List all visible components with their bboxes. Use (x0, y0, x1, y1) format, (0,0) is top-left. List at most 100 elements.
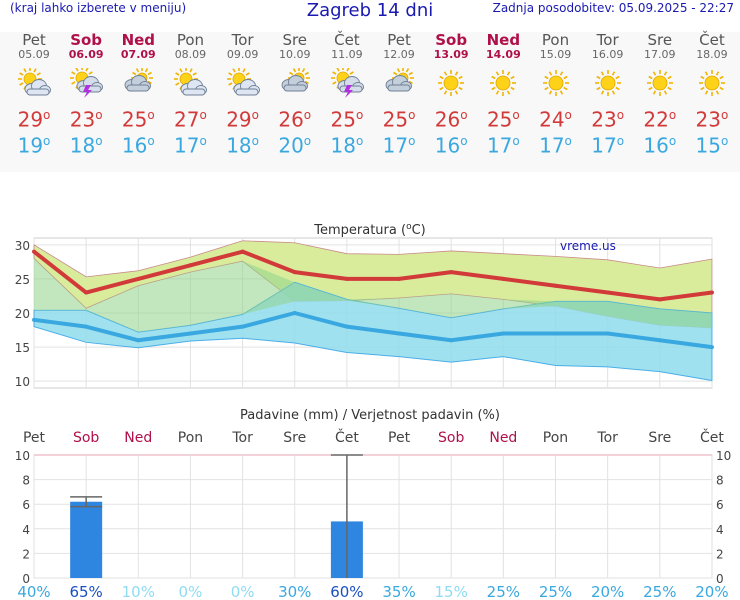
day-card: Sre 17.09 22o 16o (634, 31, 686, 158)
degree-symbol: o (355, 134, 364, 148)
cloud-sun-icon (281, 68, 310, 92)
day-card: Čet 11.09 25o 18o (321, 32, 373, 158)
x-tick-label: Sre (283, 430, 306, 446)
day-card: Ned 07.09 25o 16o (112, 32, 164, 158)
max-temperature-point (188, 263, 193, 268)
min-temperature-value: 19 (17, 133, 44, 158)
max-temperature-point (501, 276, 506, 281)
y-tick-label-right: 0 (716, 572, 724, 586)
min-temperature-value: 17 (539, 133, 565, 158)
y-tick-label: 2 (22, 547, 30, 561)
y-tick-label-right: 2 (716, 547, 724, 561)
precipitation-probability: 25% (487, 583, 520, 600)
daily-forecast-strip: Pet 05.09 29o 19o Sob 06.09 23o 18o Ned … (0, 32, 740, 172)
min-temperature-point (292, 311, 297, 315)
max-temperature: 22o (634, 102, 686, 132)
range-overlap-band (34, 258, 712, 333)
max-temperature-value: 23 (591, 107, 617, 132)
min-temperature: 17o (477, 128, 529, 158)
max-temperature-value: 25 (486, 107, 513, 132)
day-name: Sob (70, 31, 103, 49)
degree-symbol: o (303, 134, 312, 148)
min-temperature-value: 16 (121, 133, 148, 158)
sun-icon (490, 70, 517, 96)
max-temperature-point (292, 270, 297, 275)
degree-symbol: o (668, 134, 677, 148)
degree-symbol: o (251, 134, 259, 148)
min-temperature-value: 17 (174, 133, 200, 158)
degree-symbol: o (616, 108, 625, 122)
max-temperature-value: 26 (434, 107, 461, 132)
max-temperature: 23o (582, 102, 634, 132)
precipitation-probability: 65% (69, 583, 102, 600)
y-tick-label: 8 (22, 474, 30, 488)
sun-cloud-icon (226, 68, 260, 96)
day-card: Pet 12.09 25o 17o (373, 31, 425, 158)
day-date: 18.09 (696, 48, 728, 61)
max-temperature-value: 25 (382, 107, 409, 132)
page-title: Zagreb 14 dni (306, 0, 434, 21)
x-tick-label: Tor (596, 430, 618, 446)
x-tick-label: Sob (438, 430, 464, 446)
precipitation-bar (70, 501, 103, 578)
min-temperature: 17o (582, 128, 634, 158)
min-temperature-point (605, 331, 610, 336)
min-temperature-value: 17 (382, 133, 409, 158)
x-tick-label: Sre (648, 430, 671, 446)
min-temperature: 16o (425, 128, 477, 158)
max-temperature: 29o (217, 102, 269, 132)
y-tick-label-right: 4 (716, 523, 724, 537)
day-name: Sre (647, 31, 673, 49)
min-temperature-value: 15 (695, 133, 721, 158)
degree-symbol: o (95, 134, 103, 148)
sun-cloud-storm-icon (330, 68, 364, 98)
y-tick-label: 15 (15, 341, 30, 355)
min-temperature-point (344, 324, 349, 329)
precipitation-probability: 0% (231, 583, 255, 600)
min-temperature: 17o (373, 128, 425, 158)
day-date: 11.09 (331, 48, 363, 61)
min-temperature-point (136, 338, 141, 343)
min-temperature-value: 16 (434, 133, 461, 158)
max-temperature: 25o (373, 102, 425, 132)
precipitation-probability: 40% (17, 583, 50, 600)
day-card: Čet 18.09 23o 15o (686, 32, 738, 158)
min-temperature: 17o (530, 128, 582, 158)
degree-symbol: o (95, 108, 103, 122)
min-temperature: 18o (321, 128, 373, 158)
max-temperature-point (344, 276, 349, 281)
min-temperature-value: 16 (643, 133, 669, 158)
min-temperature-value: 18 (69, 133, 96, 158)
x-tick-label: Pon (178, 430, 203, 446)
min-temperature: 18o (217, 128, 269, 158)
max-temperature-point (397, 276, 402, 281)
precipitation-chart-title: Padavine (mm) / Verjetnost padavin (%) (240, 408, 500, 423)
day-name: Pet (387, 31, 411, 49)
day-date: 08.09 (174, 48, 207, 61)
sun-icon (594, 70, 621, 96)
day-date: 15.09 (539, 48, 572, 61)
max-temperature-value: 25 (121, 107, 148, 132)
min-temperature-point (449, 338, 454, 343)
precipitation-probability: 15% (435, 583, 468, 600)
precipitation-probability: 25% (539, 583, 572, 600)
degree-symbol: o (720, 108, 729, 122)
max-temperature-point (449, 270, 454, 275)
min-temperature-point (32, 317, 36, 322)
day-date: 10.09 (279, 48, 311, 61)
last-updated: Zadnja posodobitev: 05.09.2025 - 22:27 (492, 1, 734, 15)
degree-symbol: o (564, 108, 572, 122)
location-hint[interactable]: (kraj lahko izberete v meniju) (10, 1, 187, 15)
max-temperature: 23o (686, 102, 738, 132)
max-temperature-line (32, 249, 713, 302)
min-temperature-point (553, 331, 558, 336)
min-temperature: 18o (60, 128, 112, 158)
sun-icon (438, 70, 465, 96)
degree-symbol: o (303, 108, 312, 122)
degree-symbol: o (199, 108, 207, 122)
day-card: Ned 14.09 25o 17o (477, 32, 529, 158)
min-temperature: 16o (112, 128, 164, 158)
degree-symbol: o (408, 134, 416, 148)
sun-cloud-storm-icon (70, 68, 104, 98)
degree-symbol: o (668, 108, 677, 122)
